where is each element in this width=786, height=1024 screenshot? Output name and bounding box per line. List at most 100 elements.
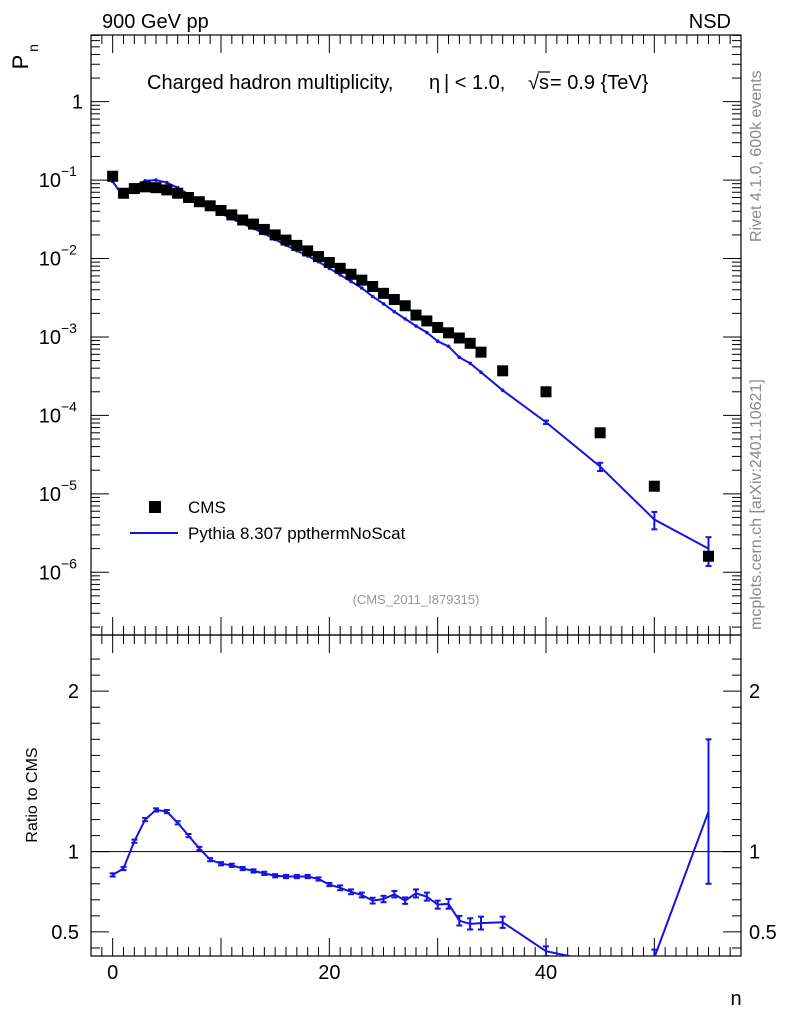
cms-data-point: [193, 196, 205, 208]
cms-data-point: [248, 218, 259, 230]
y-tick-label: 10: [39, 405, 61, 427]
cms-data-points: [107, 170, 714, 562]
x-axis-label: n: [730, 988, 741, 1010]
cms-data-point: [464, 337, 476, 349]
mc-point: [457, 355, 462, 360]
cms-data-point: [258, 223, 270, 235]
y-tick-label: 1: [72, 92, 83, 114]
side-text-top: Rivet 4.1.0, 600k events: [748, 70, 765, 242]
x-tick-label: 20: [318, 962, 340, 984]
cms-data-point: [269, 229, 281, 241]
cms-data-point: [410, 309, 422, 321]
legend-cms-marker: [149, 501, 161, 513]
cms-data-point: [594, 427, 606, 439]
mc-point: [500, 388, 505, 393]
cms-data-point: [432, 322, 444, 334]
cms-data-point: [703, 550, 714, 562]
ratio-y-tick-label-left: 2: [68, 681, 79, 703]
cms-data-point: [540, 386, 552, 398]
mc-point: [425, 330, 429, 335]
mc-point: [370, 294, 375, 299]
header-left: 900 GeV pp: [102, 11, 209, 33]
mc-point: [392, 309, 397, 314]
y-tick-label: 10: [39, 249, 61, 271]
title-s: s: [539, 72, 549, 94]
mc-point: [338, 273, 342, 277]
cms-data-point: [215, 204, 227, 216]
ratio-ylabel: Ratio to CMS: [24, 747, 41, 842]
top-y-tick-labels: 110−110−210−310−410−510−6: [39, 92, 83, 585]
cms-data-point: [475, 346, 487, 358]
mc-point: [165, 180, 169, 185]
cms-data-point: [313, 251, 324, 263]
ratio-panel-frame: [90, 634, 742, 957]
mc-point: [154, 178, 158, 182]
legend-mc-label: Pythia 8.307 ppthermNoScat: [188, 524, 406, 543]
y-tick-label-exponent: −5: [61, 477, 77, 493]
ratio-y-axis-label: Ratio to CMS: [24, 747, 41, 842]
cms-data-point: [443, 327, 454, 339]
x-tick-label: 0: [107, 962, 118, 984]
cms-data-point: [356, 274, 368, 286]
ylabel-sub: n: [25, 44, 41, 52]
y-tick-label-exponent: −6: [61, 555, 77, 571]
cms-data-point: [172, 187, 184, 199]
title-eta: η: [429, 72, 440, 94]
ratio-line: [112, 808, 710, 956]
mc-point: [403, 317, 407, 321]
y-tick-label-exponent: −3: [61, 320, 77, 336]
cms-data-point: [334, 262, 346, 274]
cms-data-point: [161, 184, 173, 196]
cms-data-point: [107, 170, 119, 182]
mc-line: [111, 179, 709, 550]
title-main: Charged hadron multiplicity,: [147, 72, 393, 94]
ratio-y-tick-label-left: 1: [68, 842, 79, 864]
top-panel-frame: [90, 34, 742, 636]
x-tick-label: 40: [535, 962, 557, 984]
mc-point: [435, 339, 440, 344]
title-bar: | < 1.0,: [444, 72, 505, 94]
cms-data-point: [139, 181, 151, 193]
y-tick-label-exponent: −1: [61, 163, 77, 179]
mc-point: [468, 361, 472, 366]
ratio-y-tick-label-right: 0.5: [749, 922, 777, 944]
title-rest: = 0.9 {TeV}: [550, 72, 649, 94]
top-y-axis-label-sub: n: [25, 44, 41, 52]
cms-data-point: [323, 256, 335, 268]
legend: CMS Pythia 8.307 ppthermNoScat: [130, 498, 406, 543]
cms-data-point: [367, 280, 379, 292]
title-sqrt: √: [528, 72, 539, 94]
ratio-axis-ticks: [90, 635, 742, 956]
x-tick-labels: 0 20 40: [107, 962, 557, 984]
cms-data-point: [421, 315, 433, 327]
cms-data-point: [128, 183, 140, 195]
top-y-axis-label: P: [8, 55, 33, 70]
side-text-bottom: mcplots.cern.ch [arXiv:2401.10621]: [748, 379, 765, 630]
ratio-series-clipped: [109, 738, 712, 956]
mc-point: [381, 301, 386, 306]
top-axis-ticks: [90, 34, 742, 635]
cms-data-point: [345, 268, 357, 280]
ratio-y-tick-label-right: 1: [749, 842, 760, 864]
cms-data-point: [237, 214, 249, 226]
ratio-y-tick-label-right: 2: [749, 681, 760, 703]
cms-data-point: [453, 332, 465, 344]
y-tick-label-exponent: −4: [61, 398, 77, 414]
cms-data-point: [378, 287, 389, 299]
chart-title: Charged hadron multiplicity, η | < 1.0, …: [147, 71, 649, 94]
cms-data-point: [291, 239, 303, 251]
watermark: (CMS_2011_I879315): [353, 592, 480, 607]
mc-point: [414, 324, 418, 328]
header-right: NSD: [689, 11, 731, 33]
y-tick-label: 10: [39, 562, 61, 584]
mc-point: [446, 344, 451, 349]
cms-data-point: [280, 234, 292, 246]
y-tick-label: 10: [39, 327, 61, 349]
y-tick-label: 10: [39, 170, 61, 192]
cms-data-point: [497, 365, 509, 377]
cms-data-point: [118, 187, 129, 199]
cms-data-point: [399, 300, 411, 312]
cms-data-point: [183, 191, 194, 203]
cms-data-point: [204, 200, 216, 212]
